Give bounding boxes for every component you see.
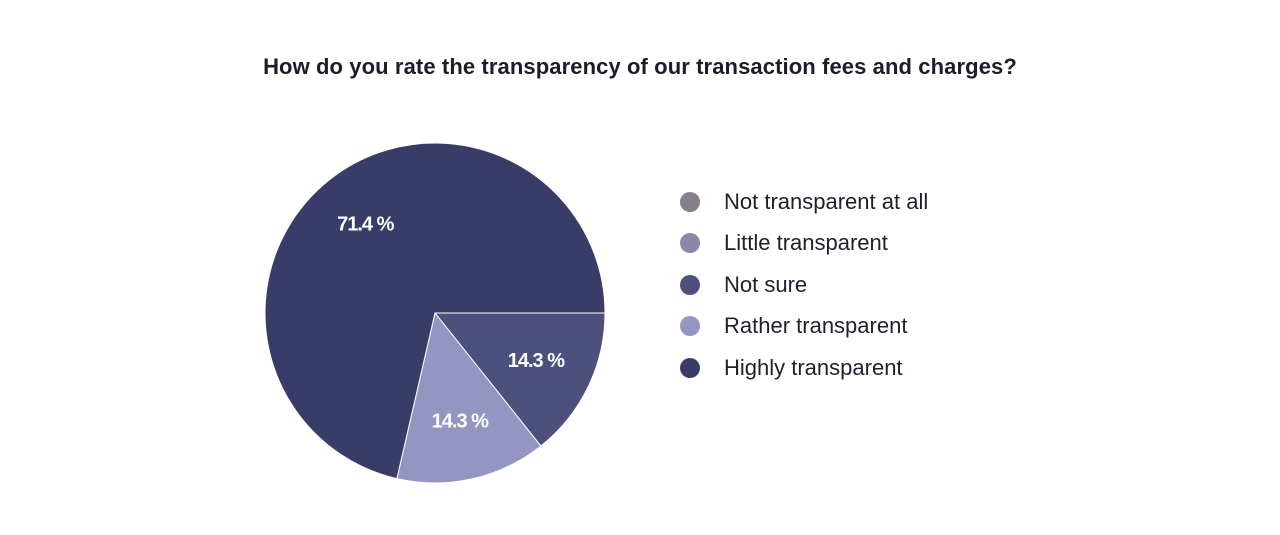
legend-swatch [680, 191, 700, 212]
pie-slice-highly-transparent[interactable] [264, 142, 606, 480]
legend-item-highly-transparent[interactable]: Highly transparent [680, 347, 928, 389]
legend-swatch [680, 316, 700, 337]
legend-label: Little transparent [724, 230, 888, 256]
legend-label: Rather transparent [724, 313, 908, 339]
pie-slice-labels: 14.3 % 14.3 % 71.4 % [337, 214, 566, 433]
legend-label: Highly transparent [724, 354, 903, 380]
slice-label-rather-transparent: 14.3 % [432, 411, 489, 433]
pie-chart: 14.3 % 14.3 % 71.4 % [264, 142, 606, 484]
legend-label: Not transparent at all [724, 188, 929, 214]
pie-slice-rather-transparent[interactable] [396, 311, 542, 484]
legend-swatch [680, 357, 700, 378]
legend-swatch [680, 233, 700, 254]
legend-item-not-transparent-at-all[interactable]: Not transparent at all [680, 181, 928, 223]
chart-legend: Not transparent at all Little transparen… [680, 181, 928, 389]
pie-slices [264, 142, 606, 484]
legend-item-rather-transparent[interactable]: Rather transparent [680, 306, 928, 348]
chart-title: How do you rate the transparency of our … [263, 54, 1017, 79]
legend-swatch [680, 274, 700, 295]
legend-item-not-sure[interactable]: Not sure [680, 264, 928, 306]
pie-slice-not-sure[interactable] [433, 312, 606, 447]
slice-label-not-sure: 14.3 % [508, 350, 565, 372]
slice-label-highly-transparent: 71.4 % [337, 214, 394, 236]
legend-item-little-transparent[interactable]: Little transparent [680, 223, 928, 265]
legend-label: Not sure [724, 271, 808, 297]
